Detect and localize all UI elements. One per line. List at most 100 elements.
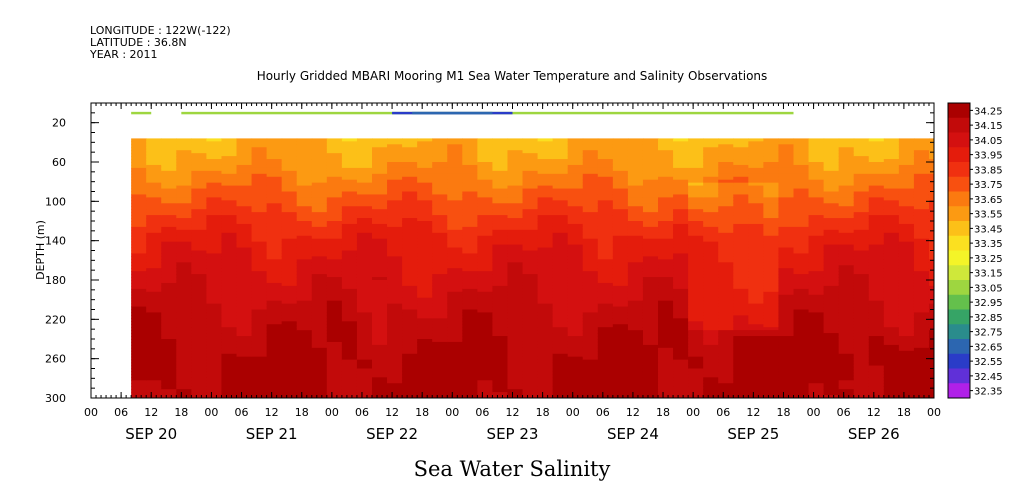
field-cell: [733, 291, 749, 296]
field-cell: [176, 285, 192, 290]
surface-low-patch: [412, 111, 493, 115]
field-cell: [176, 330, 192, 334]
field-cell: [838, 291, 855, 296]
field-cell: [146, 206, 162, 210]
field-cell: [146, 253, 162, 257]
field-cell: [341, 288, 358, 293]
field-cell: [266, 389, 283, 393]
field-cell: [793, 209, 810, 213]
field-cell: [627, 392, 644, 396]
field-cell: [778, 288, 795, 293]
field-cell: [823, 377, 840, 381]
field-cell: [898, 176, 915, 181]
x-tick-label: 18: [295, 406, 309, 419]
field-cell: [236, 380, 253, 384]
field-cell: [612, 159, 629, 163]
field-cell: [642, 159, 659, 163]
field-cell: [251, 374, 268, 378]
field-cell: [296, 223, 313, 228]
field-cell: [838, 312, 855, 316]
field-cell: [537, 197, 554, 201]
field-cell: [748, 259, 764, 263]
field-cell: [161, 173, 177, 178]
field-cell: [296, 173, 313, 178]
field-cell: [191, 218, 208, 222]
field-cell: [898, 218, 915, 222]
field-cell: [236, 250, 253, 255]
field-cell: [823, 350, 840, 355]
field-cell: [131, 377, 147, 381]
field-cell: [778, 330, 795, 334]
field-cell: [236, 312, 253, 316]
field-cell: [176, 173, 192, 178]
field-cell: [477, 347, 494, 352]
field-cell: [296, 277, 313, 281]
field-cell: [552, 300, 569, 305]
field-cell: [251, 253, 268, 257]
field-cell: [417, 392, 433, 396]
field-cell: [898, 229, 915, 234]
field-cell: [206, 141, 223, 145]
field-cell: [161, 327, 177, 331]
field-cell: [567, 300, 584, 305]
field-cell: [296, 380, 313, 384]
field-cell: [176, 303, 192, 308]
field-cell: [823, 347, 840, 352]
field-cell: [281, 153, 298, 157]
field-cell: [507, 380, 524, 384]
field-cell: [898, 253, 915, 257]
field-cell: [432, 162, 448, 166]
field-cell: [311, 282, 328, 287]
field-cell: [778, 297, 795, 302]
field-cell: [326, 341, 343, 346]
field-cell: [266, 380, 283, 384]
field-cell: [703, 215, 719, 219]
field-cell: [642, 156, 659, 160]
field-cell: [718, 223, 734, 228]
field-cell: [793, 365, 810, 370]
field-cell: [808, 333, 825, 337]
field-cell: [236, 392, 253, 396]
field-cell: [492, 312, 509, 316]
field-cell: [823, 374, 840, 378]
field-cell: [838, 274, 855, 278]
field-cell: [462, 159, 478, 163]
field-cell: [311, 176, 328, 181]
field-cell: [296, 150, 313, 154]
field-cell: [492, 297, 509, 302]
field-cell: [853, 215, 870, 219]
field-cell: [567, 277, 584, 281]
field-cell: [763, 330, 780, 334]
field-cell: [808, 200, 825, 204]
field-cell: [341, 321, 358, 325]
field-cell: [417, 274, 433, 278]
field-cell: [341, 218, 358, 222]
field-cell: [552, 197, 569, 201]
field-cell: [191, 191, 208, 196]
field-cell: [402, 280, 418, 284]
field-cell: [838, 365, 855, 370]
field-cell: [131, 203, 147, 207]
field-cell: [372, 170, 388, 175]
field-cell: [808, 259, 825, 263]
field-cell: [432, 389, 448, 393]
field-cell: [688, 344, 704, 349]
field-cell: [552, 277, 569, 281]
field-cell: [372, 392, 388, 396]
field-cell: [402, 244, 418, 249]
field-cell: [627, 280, 644, 284]
field-cell: [266, 339, 283, 343]
field-cell: [341, 368, 358, 373]
field-cell: [928, 223, 934, 228]
field-cell: [417, 333, 433, 337]
field-cell: [221, 203, 238, 207]
field-cell: [793, 383, 810, 387]
field-cell: [507, 170, 524, 175]
field-cell: [673, 374, 689, 378]
field-cell: [793, 221, 810, 225]
field-cell: [477, 271, 494, 275]
field-cell: [311, 167, 328, 172]
field-cell: [296, 306, 313, 311]
field-cell: [597, 377, 614, 381]
field-cell: [492, 341, 509, 346]
